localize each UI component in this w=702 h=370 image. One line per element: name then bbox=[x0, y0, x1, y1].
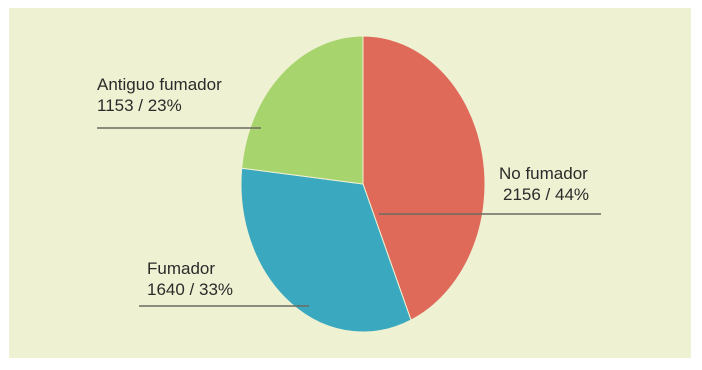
slice-label-no-fumador: No fumador 2156 / 44% bbox=[499, 163, 589, 205]
chart-figure: Antiguo fumador 1153 / 23% No fumador 21… bbox=[9, 8, 691, 358]
slice-value-antiguo-fumador: 1153 / 23% bbox=[97, 96, 182, 115]
slice-name-no-fumador: No fumador bbox=[499, 164, 588, 183]
pie-slice-no-fumador bbox=[362, 35, 486, 321]
slice-name-fumador: Fumador bbox=[147, 259, 216, 278]
pie-slice-fumador bbox=[240, 167, 412, 333]
slice-value-no-fumador: 2156 / 44% bbox=[503, 185, 590, 204]
slice-label-antiguo-fumador: Antiguo fumador 1153 / 23% bbox=[97, 74, 222, 116]
pie-chart bbox=[97, 35, 601, 333]
slice-name-antiguo-fumador: Antiguo fumador bbox=[97, 75, 222, 94]
pie-slice-antiguo-fumador bbox=[241, 35, 364, 185]
slice-value-fumador: 1640 / 33% bbox=[147, 280, 234, 299]
slice-label-fumador: Fumador 1640 / 33% bbox=[147, 258, 233, 300]
